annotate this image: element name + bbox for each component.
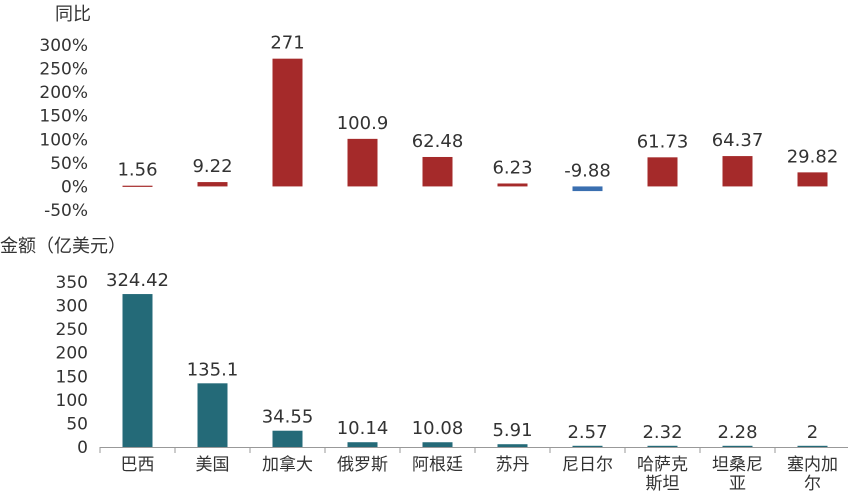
top-chart-y-tick: 100% (39, 130, 88, 150)
bottom-chart-bar (347, 442, 378, 447)
top-chart-bars (122, 58, 828, 192)
top-chart-bar (572, 186, 603, 192)
top-chart-data-label: 62.48 (412, 131, 464, 152)
bottom-chart-data-label: 2.28 (717, 422, 757, 443)
bottom-chart-category-label: 巴西 (121, 455, 155, 475)
bottom-chart-bar (797, 445, 828, 447)
bottom-chart-y-tick: 50 (66, 414, 88, 434)
top-chart-bar (197, 182, 228, 187)
bottom-chart-category-label: 俄罗斯 (337, 455, 388, 475)
bottom-chart-data-label: 324.42 (106, 270, 169, 291)
bottom-chart-bars (122, 294, 828, 447)
top-chart-bar (497, 183, 528, 187)
bottom-chart-bar (722, 445, 753, 447)
top-chart-y-ticks: 300% 250% 200% 150% 100% 50% 0% -50% (39, 36, 88, 221)
bottom-chart-category-label: 坦桑尼 (712, 455, 763, 475)
bottom-chart-data-labels: 324.42 135.1 34.55 10.14 10.08 5.91 2.57 2.32 2.… (106, 270, 818, 443)
top-chart-bar (797, 172, 828, 187)
top-chart-data-label: 1.56 (117, 160, 157, 181)
bottom-chart-y-tick: 350 (56, 273, 88, 293)
top-chart-y-tick: 50% (50, 154, 88, 174)
bottom-chart-bar (422, 442, 453, 447)
bottom-chart-y-tick: 250 (56, 320, 88, 340)
bottom-chart-data-label: 2.57 (567, 422, 607, 443)
bottom-chart-category-label: 尔 (804, 474, 821, 492)
bottom-chart-data-label: 135.1 (187, 359, 239, 380)
top-chart-data-label: 271 (270, 33, 304, 54)
top-chart-y-tick: -50% (44, 201, 88, 221)
top-chart-data-label: 29.82 (787, 146, 839, 167)
top-chart-data-label: 64.37 (712, 130, 764, 151)
bottom-chart-y-ticks: 350 300 250 200 150 100 50 0 (56, 273, 88, 458)
bottom-chart-bar (122, 294, 153, 447)
top-chart-bar (272, 58, 303, 187)
bottom-chart-x-tick-marks (99, 447, 776, 453)
bottom-chart-category-label: 阿根廷 (412, 455, 463, 475)
top-chart-y-tick: 0% (61, 177, 88, 197)
bottom-chart-data-label: 10.14 (337, 418, 389, 439)
bottom-chart-data-label: 5.91 (492, 420, 532, 441)
bottom-chart-y-tick: 200 (56, 344, 88, 364)
bottom-chart-data-label: 2 (807, 422, 818, 443)
bottom-chart-bar (197, 383, 228, 447)
top-chart-bar (347, 138, 378, 187)
bottom-chart-bar (497, 444, 528, 447)
bottom-chart-y-tick: 150 (56, 367, 88, 387)
top-chart-y-tick: 250% (39, 60, 88, 80)
bottom-chart-bar (272, 430, 303, 447)
top-chart-data-labels: 1.56 9.22 271 100.9 62.48 6.23 -9.88 61.73 64.37… (117, 33, 838, 182)
bottom-chart-category-label: 塞内加 (787, 455, 838, 475)
top-chart-y-tick: 300% (39, 36, 88, 56)
bottom-chart-y-tick: 0 (77, 438, 88, 458)
bottom-chart-category-label: 苏丹 (496, 455, 530, 475)
bottom-chart-data-label: 10.08 (412, 418, 464, 439)
bottom-chart-data-label: 34.55 (262, 407, 314, 428)
top-chart-bar (722, 156, 753, 187)
bottom-chart-y-tick: 300 (56, 297, 88, 317)
bottom-chart-category-label: 斯坦 (646, 474, 680, 492)
bottom-chart-data-label: 2.32 (642, 422, 682, 443)
top-chart-data-label: 9.22 (192, 156, 232, 177)
top-chart-y-tick: 150% (39, 107, 88, 127)
top-chart-data-label: 61.73 (637, 131, 689, 152)
bottom-chart-category-label: 哈萨克 (637, 455, 688, 475)
top-chart-bar (422, 156, 453, 187)
bottom-chart-y-tick: 100 (56, 391, 88, 411)
bottom-chart-bar (647, 445, 678, 447)
top-chart-bar (122, 185, 153, 187)
bottom-chart-category-label: 美国 (196, 455, 230, 475)
bottom-chart-category-label: 亚 (729, 474, 746, 492)
top-chart-ylabel: 同比 (55, 4, 91, 25)
bottom-chart-category-label: 尼日尔 (562, 455, 613, 475)
bottom-chart-category-label: 加拿大 (262, 454, 313, 475)
top-chart-data-label: 100.9 (337, 113, 389, 134)
bottom-chart-bar (572, 445, 603, 447)
top-chart-y-tick: 200% (39, 83, 88, 103)
bottom-chart-ylabel: 金额（亿美元） (0, 236, 126, 257)
top-chart-data-label: -9.88 (564, 160, 611, 181)
top-chart-bar (647, 157, 678, 187)
top-chart-data-label: 6.23 (492, 157, 532, 178)
